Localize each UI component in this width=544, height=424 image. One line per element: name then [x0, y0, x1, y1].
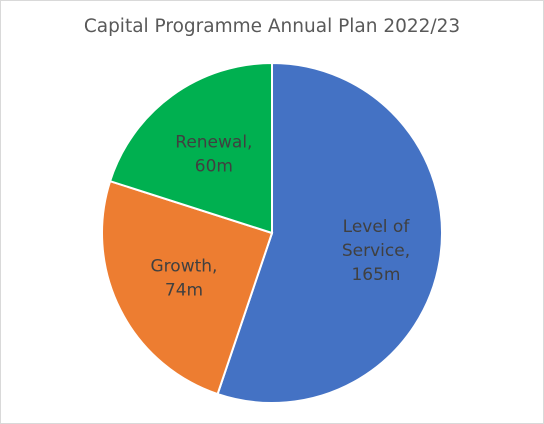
chart-title: Capital Programme Annual Plan 2022/23 [83, 16, 461, 37]
slice-label-level-of-service: Level of Service, 165m [342, 217, 410, 285]
slice-label-growth: Growth, 74m [151, 256, 218, 300]
slice-label-renewal: Renewal, 60m [175, 132, 252, 176]
pie-slice-renewal [108, 61, 273, 235]
pie-slice-growth [101, 179, 274, 396]
pie-slice-level-of-service [216, 61, 443, 404]
